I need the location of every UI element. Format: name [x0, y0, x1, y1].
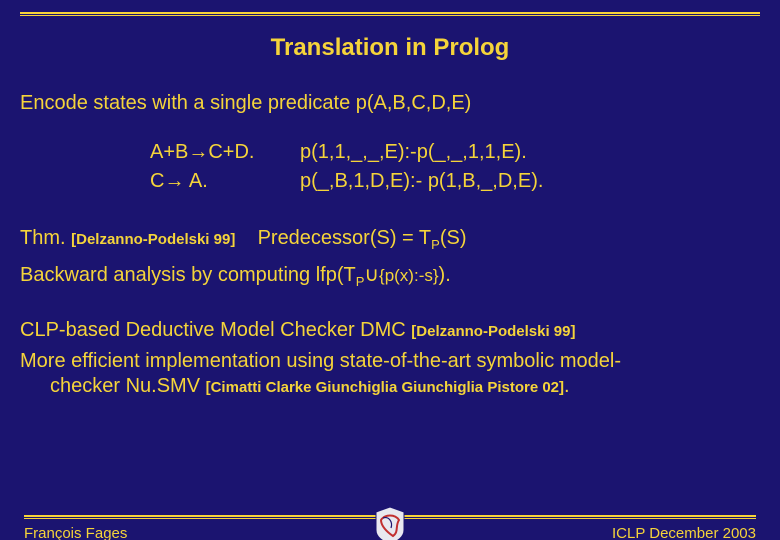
top-rule [20, 12, 760, 16]
thm-sub: P [431, 237, 440, 252]
intro-text: Encode states with a single predicate p(… [20, 92, 760, 115]
clp-text: CLP-based Deductive Model Checker DMC [20, 319, 411, 341]
clp-citation: [Delzanno-Podelski 99] [411, 323, 575, 340]
rule-left-1: A+B→C+D. [150, 141, 300, 164]
more-line-2: checker Nu.SMV [Cimatti Clarke Giunchigl… [50, 375, 760, 398]
rule-lhs: C [150, 170, 164, 192]
rule-right-2: p(_,B,1,D,E):- p(1,B,_,D,E). [300, 170, 760, 193]
backward-lfp: lfp(T [316, 264, 356, 286]
more-end: . [564, 375, 570, 397]
footer-venue: ICLP December 2003 [612, 525, 756, 540]
cup-icon: ∪ [364, 264, 379, 286]
more-citation: [Cimatti Clarke Giunchiglia Giunchiglia … [206, 379, 564, 396]
arrow-icon: → [188, 141, 208, 163]
more-line-1: More efficient implementation using stat… [20, 350, 760, 373]
rule-lhs: A+B [150, 141, 188, 163]
backward-end: ). [439, 264, 451, 286]
rule-left-2: C→ A. [150, 170, 300, 193]
more-text: checker Nu.SMV [50, 375, 206, 397]
slide-title: Translation in Prolog [0, 34, 780, 62]
backward-set: {p(x):-s} [379, 266, 439, 285]
slide: Translation in Prolog Encode states with… [0, 12, 780, 540]
rules-left-col: A+B→C+D. C→ A. [20, 141, 300, 199]
rule-rhs: A. [189, 170, 208, 192]
clp-line: CLP-based Deductive Model Checker DMC [D… [20, 319, 760, 342]
thm-citation: [Delzanno-Podelski 99] [71, 231, 235, 248]
backward-pre: Backward analysis by computing [20, 264, 316, 286]
backward-line: Backward analysis by computing lfp(TP∪{p… [20, 262, 760, 289]
rule-rhs: C+D. [208, 141, 254, 163]
thm-pred: Predecessor(S) = T [258, 227, 432, 249]
rules-right-col: p(1,1,_,_,E):-p(_,_,1,1,E). p(_,B,1,D,E)… [300, 141, 760, 199]
thm-prefix: Thm. [20, 227, 66, 249]
thm-tail: (S) [440, 227, 467, 249]
arrow-icon: → [164, 170, 184, 192]
rule-right-1: p(1,1,_,_,E):-p(_,_,1,1,E). [300, 141, 760, 164]
theorem-line: Thm. [Delzanno-Podelski 99] Predecessor(… [20, 227, 760, 252]
footer-row: François Fages ICLP December 2003 [24, 525, 756, 540]
rules-block: A+B→C+D. C→ A. p(1,1,_,_,E):-p(_,_,1,1,E… [20, 141, 760, 199]
inria-logo-icon [373, 506, 407, 540]
footer-author: François Fages [24, 525, 127, 540]
footer: François Fages ICLP December 2003 [0, 515, 780, 540]
